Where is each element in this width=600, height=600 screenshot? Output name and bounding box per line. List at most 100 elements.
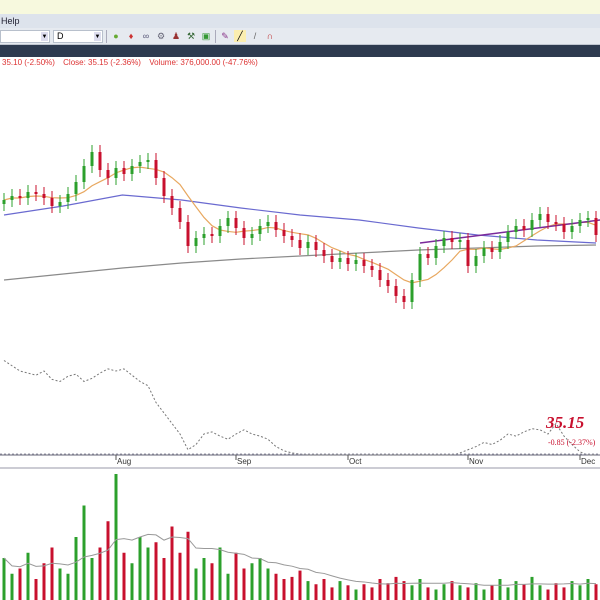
volume-bar — [90, 558, 94, 600]
chevron-down-icon[interactable]: ▼ — [94, 31, 101, 41]
volume-bar — [402, 581, 406, 600]
monitor-icon[interactable]: ▣ — [201, 31, 211, 41]
candle-body — [130, 166, 134, 174]
candle-body — [586, 218, 590, 220]
candle-body — [106, 170, 110, 178]
candle-body — [170, 196, 174, 208]
candle-body — [386, 280, 390, 286]
period-value: D — [57, 30, 64, 41]
month-label-dec: Dec — [581, 457, 596, 466]
volume-bar — [306, 581, 310, 600]
gear-icon[interactable]: ⚙ — [156, 31, 166, 41]
volume-bar — [266, 568, 270, 600]
volume-bar — [10, 573, 14, 600]
candle-body — [442, 238, 446, 246]
volume-bar — [26, 552, 30, 600]
refresh-icon[interactable]: ● — [113, 31, 119, 41]
volume-bar — [178, 552, 182, 600]
ma-mid-line — [3, 194, 597, 244]
candle-body — [482, 248, 486, 256]
volume-bar — [290, 576, 294, 600]
candle-body — [426, 254, 430, 258]
candle-body — [2, 200, 6, 204]
candle-body — [370, 266, 374, 270]
candle-body — [330, 256, 334, 262]
candle-body — [514, 226, 518, 232]
candle-body — [258, 226, 262, 234]
volume-bar — [570, 581, 574, 600]
candle-body — [538, 214, 542, 220]
person-icon[interactable]: ♟ — [171, 31, 181, 41]
binoculars-icon[interactable]: ∞ — [142, 31, 150, 41]
candle-body — [322, 250, 326, 256]
candle-body — [530, 220, 534, 230]
volume-bar — [458, 585, 462, 600]
line-tool-icon[interactable]: ╱ — [234, 30, 246, 42]
volume-bar — [314, 584, 318, 600]
volume-bar — [34, 579, 38, 600]
volume-bar — [74, 537, 78, 600]
volume-ma-line — [3, 533, 597, 586]
magnet-icon[interactable]: ∩ — [266, 31, 274, 41]
candle-body — [90, 152, 94, 166]
volume-bar — [530, 576, 534, 600]
candle-body — [202, 234, 206, 238]
candle-body — [554, 222, 558, 224]
period-combo[interactable]: D ▼ — [53, 29, 103, 43]
volume-bar — [98, 547, 102, 600]
volume-bar — [274, 573, 278, 600]
volume-bar — [506, 587, 510, 600]
info-close: Close: 35.15 (-2.36%) — [63, 58, 141, 67]
candle-body — [402, 296, 406, 302]
volume-bar — [162, 558, 166, 600]
volume-bar — [218, 547, 222, 600]
candle-body — [498, 242, 502, 252]
chevron-down-icon[interactable]: ▼ — [41, 31, 48, 41]
candle-body — [562, 224, 566, 232]
candle-body — [162, 178, 166, 196]
candle-body — [210, 234, 214, 236]
volume-bar — [170, 526, 174, 600]
candle-body — [154, 160, 158, 178]
volume-bar — [586, 579, 590, 600]
candle-body — [178, 208, 182, 222]
color-icon[interactable]: ♦ — [128, 31, 134, 41]
divider — [215, 29, 216, 43]
volume-bar — [226, 573, 230, 600]
pencil-icon[interactable]: / — [253, 31, 257, 41]
divider — [106, 29, 107, 43]
candle-body — [570, 226, 574, 232]
volume-bar — [338, 581, 342, 600]
candle-body — [450, 238, 454, 242]
volume-bar — [394, 576, 398, 600]
candle-body — [578, 220, 582, 226]
candle-body — [266, 222, 270, 226]
volume-bar — [146, 547, 150, 600]
candle-body — [186, 222, 190, 246]
volume-bar — [434, 589, 438, 600]
volume-bar — [538, 585, 542, 600]
volume-bar — [66, 573, 70, 600]
volume-bar — [482, 589, 486, 600]
volume-bar — [474, 583, 478, 600]
menu-help[interactable]: Help — [1, 16, 20, 26]
magic-wand-icon[interactable]: ⚒ — [186, 31, 196, 41]
price-info-line: 35.10 (-2.50%) Close: 35.15 (-2.36%) Vol… — [2, 58, 264, 67]
candle-body — [594, 218, 598, 235]
volume-bar — [386, 583, 390, 600]
candle-body — [146, 160, 150, 162]
volume-bar — [594, 584, 598, 600]
volume-bar — [490, 585, 494, 600]
volume-bar — [50, 547, 54, 600]
volume-bar — [378, 579, 382, 600]
draw-icon[interactable]: ✎ — [221, 31, 229, 41]
volume-bar — [194, 568, 198, 600]
volume-bar — [42, 563, 46, 600]
month-label-aug: Aug — [117, 457, 132, 466]
candle-body — [26, 192, 30, 198]
candle-body — [306, 242, 310, 248]
symbol-combo[interactable]: ▼ — [0, 29, 50, 43]
candle-body — [506, 232, 510, 242]
info-low: 35.10 (-2.50%) — [2, 58, 55, 67]
